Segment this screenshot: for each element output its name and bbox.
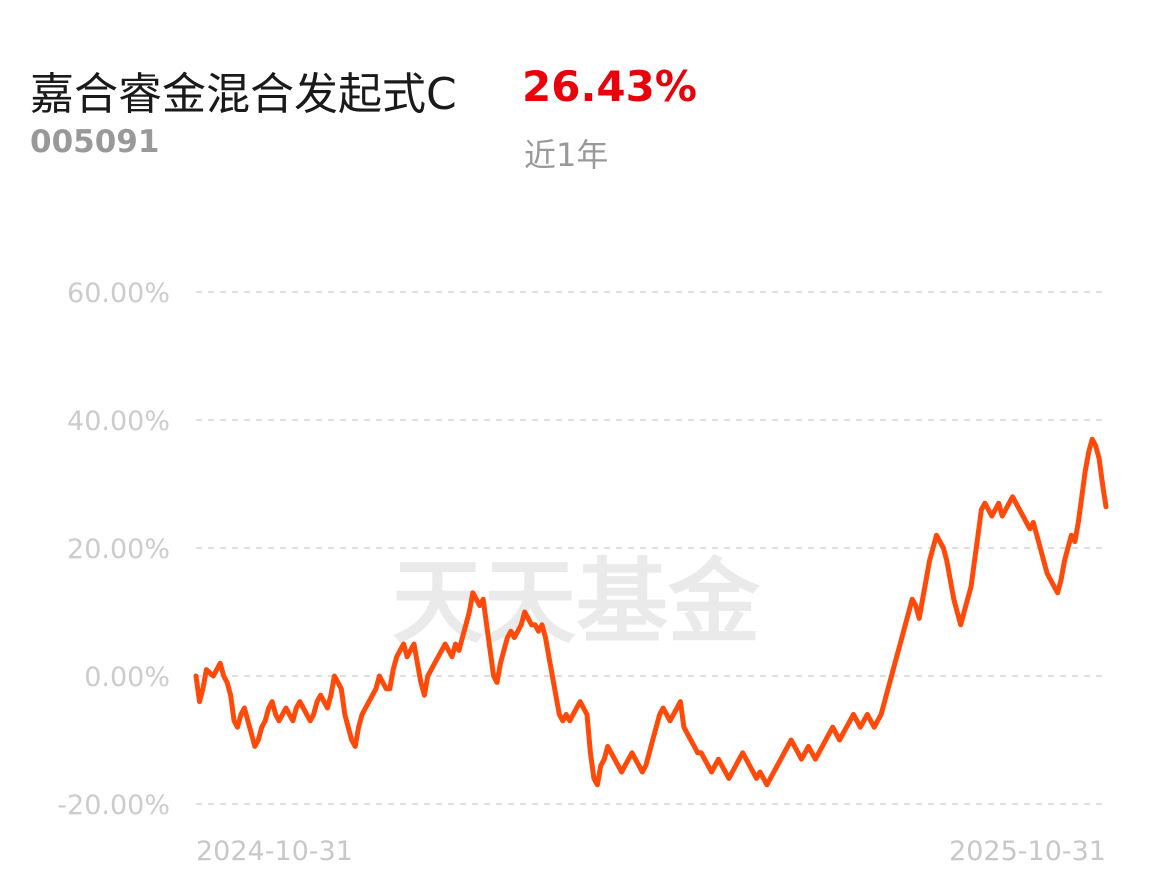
fund-code: 005091 — [30, 124, 160, 160]
y-tick-label: 60.00% — [67, 278, 170, 309]
fund-return-value: 26.43% — [522, 62, 697, 111]
y-tick-label: -20.00% — [57, 790, 170, 821]
watermark: 天天基金 — [392, 548, 761, 656]
return-period-label: 近1年 — [524, 136, 609, 174]
return-series-line — [193, 436, 1109, 788]
y-axis: 60.00% 40.00% 20.00% 0.00% -20.00% — [57, 278, 170, 821]
grid-layer — [196, 291, 1106, 805]
x-tick-label: 2025-10-31 — [949, 836, 1106, 867]
fund-name: 嘉合睿金混合发起式C — [30, 69, 457, 120]
y-tick-label: 0.00% — [84, 662, 170, 693]
y-tick-label: 40.00% — [67, 406, 170, 437]
x-tick-label: 2024-10-31 — [196, 836, 353, 867]
y-tick-label: 20.00% — [67, 534, 170, 565]
x-axis: 2024-10-31 2025-10-31 — [196, 836, 1106, 867]
